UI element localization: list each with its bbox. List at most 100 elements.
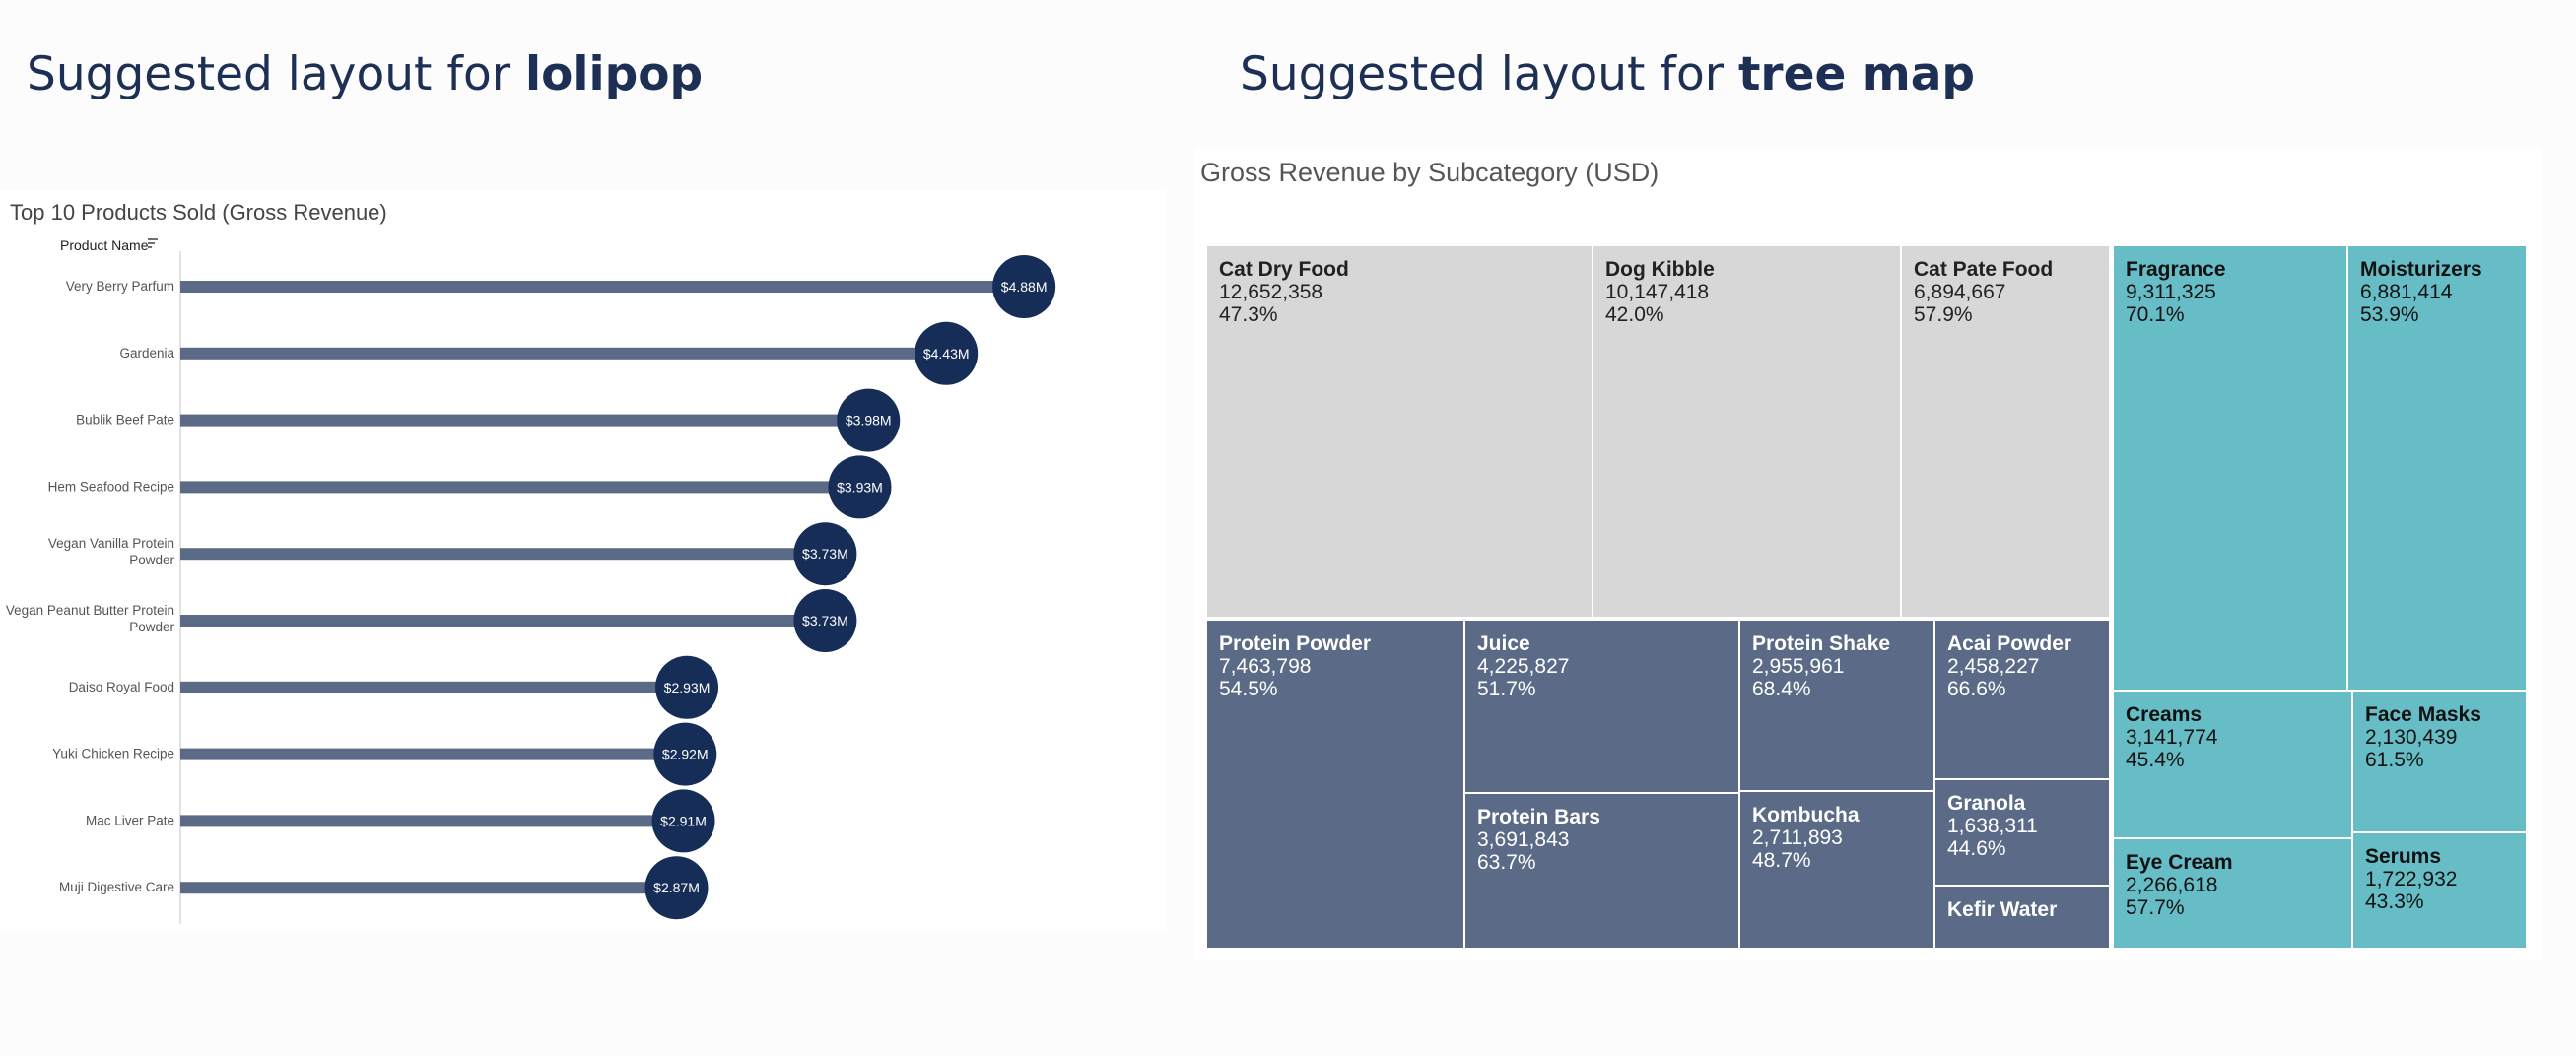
treemap-tile-percent: 63.7% <box>1477 851 1536 874</box>
lollipop-stem <box>180 548 826 561</box>
lollipop-row: Yuki Chicken Recipe $2.92M <box>52 722 717 786</box>
lollipop-row: Bublik Beef Pate $3.98M <box>76 388 901 452</box>
treemap-tile-percent: 54.5% <box>1219 678 1278 700</box>
lollipop-row: Mac Liver Pate $2.91M <box>86 789 715 853</box>
data-label: $2.92M <box>662 747 709 762</box>
treemap-tile-name: Fragrance <box>2126 258 2226 281</box>
treemap-tile-value: 4,225,827 <box>1477 655 1569 678</box>
treemap-tile-rect <box>2348 246 2526 690</box>
data-label: $3.93M <box>837 479 883 495</box>
category-label: Vegan Vanilla Protein Powder <box>48 536 175 567</box>
treemap-tile-name: Protein Shake <box>1752 632 1890 655</box>
treemap-tile-percent: 43.3% <box>2365 891 2424 913</box>
treemap-tile-rect <box>1740 792 1933 948</box>
treemap-tile-percent: 70.1% <box>2126 303 2185 326</box>
treemap-tile-name: Kombucha <box>1752 804 1860 826</box>
treemap-tile-rect <box>1465 621 1738 792</box>
lollipop-stem <box>180 882 677 894</box>
lollipop-stem <box>180 414 869 427</box>
treemap-tile-percent: 44.6% <box>1947 837 2006 860</box>
lollipop-dot <box>644 856 709 920</box>
treemap-tile-name: Kefir Water <box>1947 898 2057 921</box>
heading-lollipop-bold: lolipop <box>524 47 704 101</box>
heading-treemap-bold: tree map <box>1737 47 1976 101</box>
category-label: Mac Liver Pate <box>86 813 174 827</box>
data-label: $3.98M <box>846 413 892 429</box>
treemap-tile-percent: 45.4% <box>2126 749 2185 771</box>
treemap-chart-panel: Gross Revenue by Subcategory (USD) Cat D… <box>1194 148 2542 960</box>
sort-icon[interactable] <box>148 238 158 248</box>
lollipop-dot <box>992 255 1056 318</box>
category-label: Daiso Royal Food <box>69 680 174 694</box>
heading-treemap: Suggested layout for tree map <box>1240 47 1975 101</box>
category-label: Bublik Beef Pate <box>76 413 174 428</box>
lollipop-dot <box>793 589 857 652</box>
treemap-tile-name: Protein Bars <box>1477 806 1600 828</box>
treemap-tile-name: Acai Powder <box>1947 632 2071 655</box>
lollipop-dot <box>655 655 719 719</box>
treemap-tile-percent: 51.7% <box>1477 678 1536 700</box>
treemap-tile-rect <box>1935 780 2109 885</box>
treemap-tile-rect <box>2114 246 2346 690</box>
treemap-tile-percent: 47.3% <box>1219 303 1278 326</box>
lollipop-dot <box>828 455 892 519</box>
treemap-tile-rect <box>1207 246 1592 617</box>
lollipop-stem <box>180 347 947 360</box>
treemap-tile-value: 2,266,618 <box>2126 874 2217 896</box>
category-label: Vegan Peanut Butter Protein Powder <box>6 603 175 634</box>
lollipop-stem <box>180 815 684 827</box>
treemap-tile: Kefir Water <box>1935 887 2109 948</box>
lollipop-chart-panel: Top 10 Products Sold (Gross Revenue) Pro… <box>0 190 1166 931</box>
treemap-tile-value: 3,691,843 <box>1477 828 1569 851</box>
treemap-tile-value: 3,141,774 <box>2126 726 2218 749</box>
treemap-tile-value: 1,638,311 <box>1947 815 2038 837</box>
treemap-tile-value: 10,147,418 <box>1605 281 1709 303</box>
lollipop-row: Muji Digestive Care $2.87M <box>59 856 709 920</box>
lollipop-chart: Product Name Very Berry Parfum $4.88M Garde… <box>6 237 1056 924</box>
y-axis-title: Product Name <box>60 237 149 253</box>
treemap-tile-rect <box>1935 621 2109 778</box>
treemap-tile-name: Eye Cream <box>2126 851 2233 874</box>
treemap-tile-percent: 57.7% <box>2126 896 2185 919</box>
category-label: Muji Digestive Care <box>59 880 174 894</box>
treemap-tile-name: Face Masks <box>2365 703 2481 726</box>
lollipop-dot <box>793 522 857 586</box>
lollipop-stem <box>180 681 688 693</box>
category-label: Very Berry Parfum <box>66 279 174 294</box>
lollipop-row: Hem Seafood Recipe $3.93M <box>48 455 892 519</box>
treemap-tile-rect <box>1207 621 1463 948</box>
lollipop-stem <box>180 748 686 760</box>
treemap-tile-name: Dog Kibble <box>1605 258 1715 281</box>
data-label: $2.93M <box>664 680 711 695</box>
lollipop-dot <box>651 789 715 853</box>
treemap-tile-rect <box>1740 621 1933 790</box>
heading-lollipop: Suggested layout for lolipop <box>27 47 703 101</box>
lollipop-row: Very Berry Parfum $4.88M <box>66 255 1056 318</box>
lollipop-stem <box>180 615 826 627</box>
treemap-tile-value: 1,722,932 <box>2365 868 2457 891</box>
data-label: $3.73M <box>802 546 848 561</box>
treemap-tile-value: 7,463,798 <box>1219 655 1311 678</box>
treemap-tile-percent: 61.5% <box>2365 749 2424 771</box>
data-label: $3.73M <box>802 613 848 628</box>
treemap-tile-value: 6,894,667 <box>1914 281 2005 303</box>
lollipop-stem <box>180 481 860 494</box>
data-label: $2.87M <box>653 880 700 895</box>
treemap-tile-value: 12,652,358 <box>1219 281 1322 303</box>
treemap-tile-value: 6,881,414 <box>2360 281 2453 303</box>
category-label: Yuki Chicken Recipe <box>52 747 174 761</box>
treemap-tile-name: Juice <box>1477 632 1530 655</box>
treemap-tile-percent: 68.4% <box>1752 678 1811 700</box>
treemap-tile-name: Moisturizers <box>2360 258 2482 281</box>
treemap-tile-name: Protein Powder <box>1219 632 1371 655</box>
treemap-tile-rect <box>1902 246 2109 617</box>
treemap-tile-percent: 57.9% <box>1914 303 1973 326</box>
